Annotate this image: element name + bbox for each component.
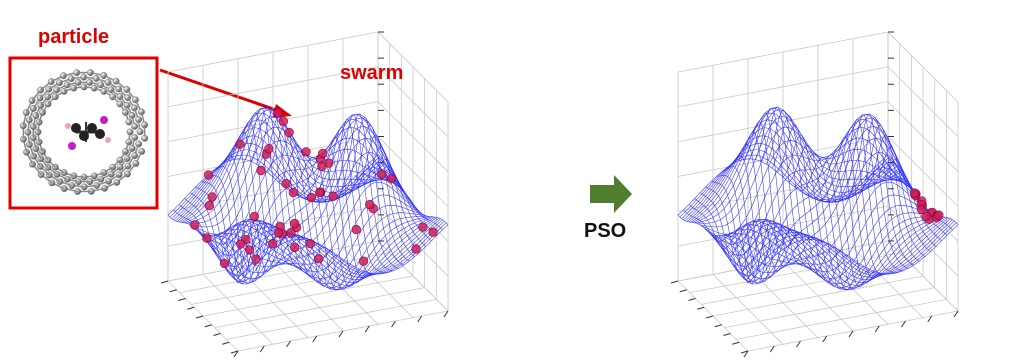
swarm-particle	[921, 211, 931, 222]
swarm-particle	[290, 218, 300, 229]
swarm-particle	[386, 173, 397, 184]
swarm-particle	[189, 220, 200, 230]
nanotube-icon	[19, 69, 149, 195]
swarm-particle	[377, 169, 387, 179]
swarm-particle	[251, 254, 261, 264]
surface-plot-converged	[670, 31, 959, 358]
particle-label: particle	[38, 26, 110, 48]
swarm-particle	[268, 238, 278, 249]
pso-label: PSO	[584, 220, 627, 242]
swarm-particle	[314, 254, 324, 264]
swarm-particle	[219, 258, 230, 269]
swarm-particle	[244, 245, 255, 255]
swarm-particle	[281, 178, 291, 189]
swarm-particle	[418, 222, 428, 232]
swarm-particle	[203, 170, 214, 180]
swarm-particle	[428, 227, 438, 237]
swarm-particle	[273, 228, 284, 238]
swarm-particle	[235, 139, 245, 149]
swarm-particle	[202, 233, 212, 243]
swarm-particle	[328, 191, 339, 201]
swarm-particle	[289, 242, 300, 253]
swarm-particle	[351, 224, 362, 235]
swarm-particle	[273, 108, 283, 118]
swarm-particle	[286, 227, 296, 238]
swarm-particle	[315, 187, 325, 198]
swarm-particle	[916, 204, 927, 215]
surface-plot-initial	[160, 31, 449, 358]
swarm-particle	[204, 200, 215, 211]
particle-box	[8, 56, 159, 210]
swarm-particle	[284, 127, 294, 138]
swarm-particle	[301, 147, 311, 157]
swarm-particle	[318, 148, 328, 159]
swarm-particle	[365, 199, 375, 210]
swarm-particle	[306, 192, 317, 203]
swarm-particle	[317, 161, 327, 172]
swarm-particle	[358, 256, 369, 266]
swarm-particle	[264, 143, 274, 154]
swarm-particle	[305, 238, 315, 249]
swarm-particle	[411, 244, 421, 254]
swarm-particle	[207, 192, 217, 202]
swarm-particle	[249, 211, 260, 222]
right-arrow-icon	[590, 175, 632, 213]
swarm-particle	[256, 165, 266, 176]
swarm-particle	[235, 239, 246, 249]
swarm-particle	[288, 187, 299, 198]
swarm-label: swarm	[340, 62, 404, 84]
swarm-particle	[909, 188, 920, 198]
molecule-icon	[65, 116, 111, 150]
swarm-particle	[278, 116, 289, 127]
swarm-particle	[934, 210, 944, 220]
